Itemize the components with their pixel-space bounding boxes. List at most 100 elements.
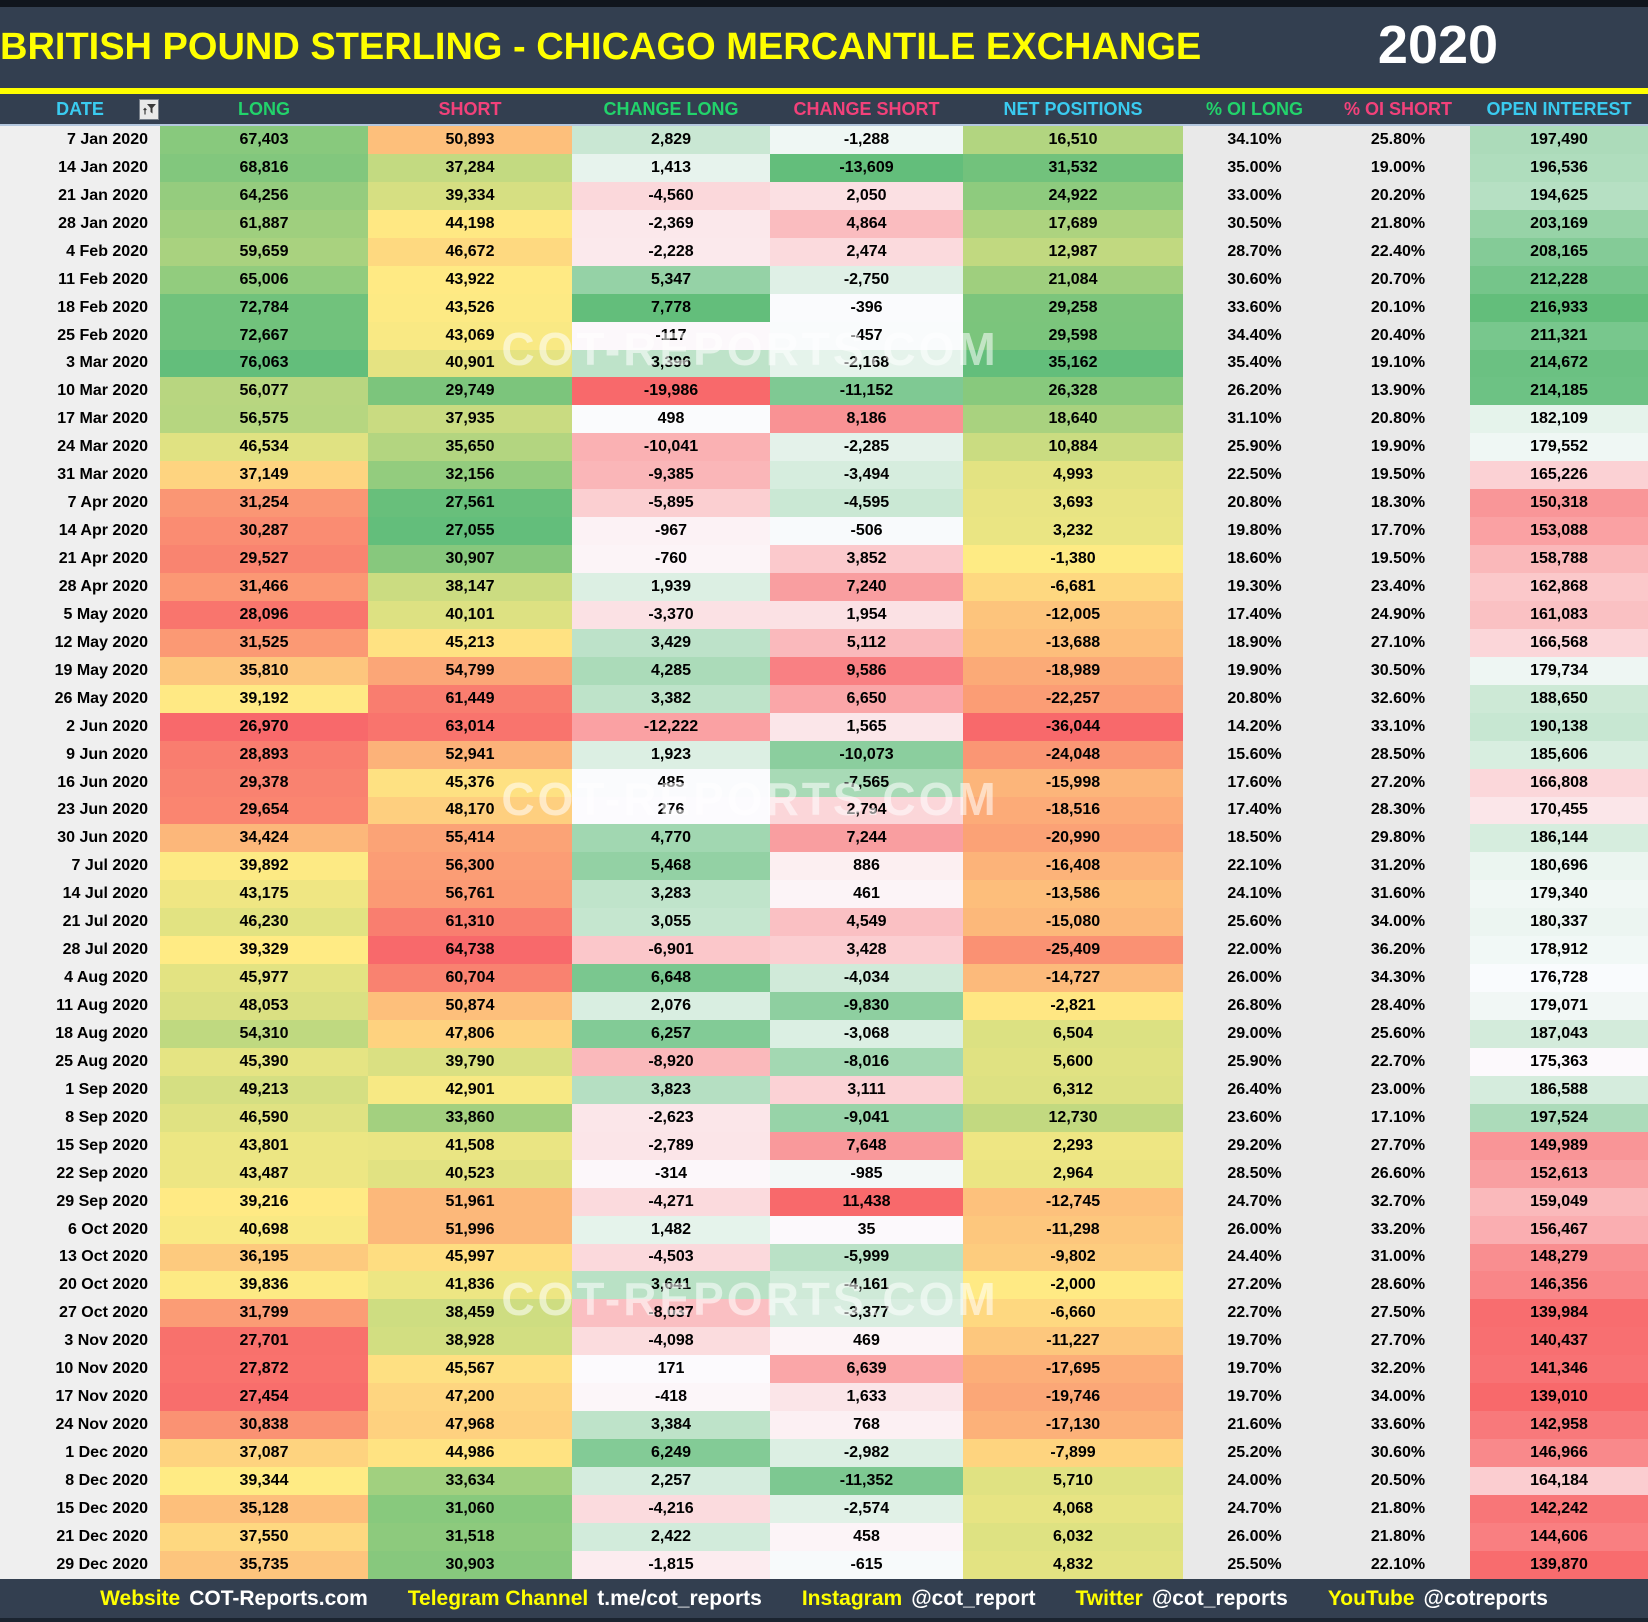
cell-pct-oi-long[interactable]: 19.70%	[1183, 1327, 1326, 1356]
cell-long[interactable]: 37,087	[160, 1439, 368, 1467]
cell-pct-oi-long[interactable]: 18.50%	[1183, 824, 1326, 853]
cell-pct-oi-long[interactable]: 19.30%	[1183, 573, 1326, 601]
cell-change-short[interactable]: 4,549	[770, 908, 963, 937]
cell-long[interactable]: 56,575	[160, 405, 368, 434]
cell-change-short[interactable]: -396	[770, 293, 963, 322]
cell-long[interactable]: 54,310	[160, 1020, 368, 1048]
cell-change-short[interactable]: -2,574	[770, 1494, 963, 1523]
cell-open-interest[interactable]: 179,071	[1470, 992, 1648, 1020]
cell-open-interest[interactable]: 194,625	[1470, 181, 1648, 210]
cell-net-positions[interactable]: -20,990	[963, 824, 1183, 853]
cell-pct-oi-short[interactable]: 29.80%	[1326, 824, 1470, 853]
cell-change-long[interactable]: 276	[572, 796, 770, 825]
cell-date[interactable]: 3 Nov 2020	[0, 1327, 160, 1356]
cell-short[interactable]: 32,156	[368, 461, 572, 490]
cell-net-positions[interactable]: -24,048	[963, 740, 1183, 769]
cell-change-long[interactable]: 3,382	[572, 684, 770, 713]
cell-open-interest[interactable]: 139,870	[1470, 1550, 1648, 1579]
cell-short[interactable]: 39,790	[368, 1047, 572, 1076]
cell-date[interactable]: 2 Jun 2020	[0, 712, 160, 741]
cell-change-long[interactable]: 3,283	[572, 880, 770, 909]
cell-pct-oi-short[interactable]: 17.70%	[1326, 517, 1470, 546]
cell-short[interactable]: 48,170	[368, 796, 572, 825]
cell-change-short[interactable]: 461	[770, 880, 963, 909]
cell-date[interactable]: 17 Mar 2020	[0, 405, 160, 434]
cell-long[interactable]: 27,701	[160, 1327, 368, 1356]
cell-date[interactable]: 6 Oct 2020	[0, 1215, 160, 1244]
cell-short[interactable]: 44,986	[368, 1439, 572, 1467]
cell-change-long[interactable]: -6,901	[572, 936, 770, 965]
cell-date[interactable]: 7 Apr 2020	[0, 489, 160, 518]
cell-short[interactable]: 38,459	[368, 1299, 572, 1328]
cell-change-short[interactable]: -2,750	[770, 265, 963, 294]
cell-short[interactable]: 54,799	[368, 656, 572, 685]
cell-pct-oi-short[interactable]: 25.80%	[1326, 126, 1470, 154]
cell-pct-oi-long[interactable]: 19.80%	[1183, 517, 1326, 546]
cell-short[interactable]: 33,634	[368, 1467, 572, 1495]
cell-change-long[interactable]: -760	[572, 545, 770, 573]
cell-change-short[interactable]: -13,609	[770, 153, 963, 182]
cell-pct-oi-long[interactable]: 19.70%	[1183, 1355, 1326, 1384]
cell-long[interactable]: 37,550	[160, 1522, 368, 1551]
cell-change-short[interactable]: -11,352	[770, 1467, 963, 1495]
cell-short[interactable]: 50,893	[368, 126, 572, 154]
cell-open-interest[interactable]: 187,043	[1470, 1020, 1648, 1048]
cell-net-positions[interactable]: 21,084	[963, 265, 1183, 294]
cell-date[interactable]: 26 May 2020	[0, 684, 160, 713]
cell-open-interest[interactable]: 216,933	[1470, 293, 1648, 322]
cell-change-long[interactable]: -9,385	[572, 461, 770, 490]
cell-long[interactable]: 35,735	[160, 1550, 368, 1579]
cell-pct-oi-long[interactable]: 22.70%	[1183, 1299, 1326, 1328]
cell-change-long[interactable]: -4,271	[572, 1187, 770, 1216]
cell-short[interactable]: 45,376	[368, 768, 572, 797]
cell-change-short[interactable]: -615	[770, 1550, 963, 1579]
cell-date[interactable]: 21 Dec 2020	[0, 1522, 160, 1551]
cell-pct-oi-long[interactable]: 31.10%	[1183, 405, 1326, 434]
cell-pct-oi-long[interactable]: 21.60%	[1183, 1411, 1326, 1440]
cell-pct-oi-short[interactable]: 32.60%	[1326, 684, 1470, 713]
cell-long[interactable]: 29,654	[160, 796, 368, 825]
cell-pct-oi-long[interactable]: 17.40%	[1183, 796, 1326, 825]
cell-change-long[interactable]: 6,648	[572, 964, 770, 993]
cell-net-positions[interactable]: 4,832	[963, 1550, 1183, 1579]
cell-long[interactable]: 65,006	[160, 265, 368, 294]
cell-long[interactable]: 49,213	[160, 1075, 368, 1104]
cell-pct-oi-long[interactable]: 19.70%	[1183, 1383, 1326, 1412]
cell-change-long[interactable]: 485	[572, 768, 770, 797]
cell-change-short[interactable]: -457	[770, 321, 963, 350]
cell-pct-oi-short[interactable]: 27.20%	[1326, 768, 1470, 797]
cell-pct-oi-long[interactable]: 24.70%	[1183, 1187, 1326, 1216]
cell-long[interactable]: 28,096	[160, 600, 368, 629]
cell-pct-oi-short[interactable]: 22.10%	[1326, 1550, 1470, 1579]
cell-net-positions[interactable]: 6,312	[963, 1075, 1183, 1104]
cell-net-positions[interactable]: 26,328	[963, 377, 1183, 406]
cell-pct-oi-short[interactable]: 20.20%	[1326, 181, 1470, 210]
cell-long[interactable]: 48,053	[160, 992, 368, 1020]
cell-long[interactable]: 39,836	[160, 1271, 368, 1300]
cell-open-interest[interactable]: 142,242	[1470, 1494, 1648, 1523]
cell-change-short[interactable]: -4,161	[770, 1271, 963, 1300]
cell-long[interactable]: 39,216	[160, 1187, 368, 1216]
cell-pct-oi-short[interactable]: 20.10%	[1326, 293, 1470, 322]
cell-net-positions[interactable]: 29,598	[963, 321, 1183, 350]
cell-change-short[interactable]: 11,438	[770, 1187, 963, 1216]
cell-date[interactable]: 14 Jan 2020	[0, 153, 160, 182]
cell-change-short[interactable]: 4,864	[770, 209, 963, 238]
cell-change-long[interactable]: 498	[572, 405, 770, 434]
cell-long[interactable]: 46,534	[160, 433, 368, 462]
cell-pct-oi-short[interactable]: 20.50%	[1326, 1467, 1470, 1495]
cell-net-positions[interactable]: -9,802	[963, 1243, 1183, 1272]
cell-pct-oi-short[interactable]: 24.90%	[1326, 600, 1470, 629]
cell-change-long[interactable]: 3,823	[572, 1075, 770, 1104]
cell-change-short[interactable]: 1,954	[770, 600, 963, 629]
cell-short[interactable]: 31,518	[368, 1522, 572, 1551]
cell-change-long[interactable]: -8,037	[572, 1299, 770, 1328]
cell-date[interactable]: 4 Feb 2020	[0, 237, 160, 266]
cell-long[interactable]: 43,487	[160, 1159, 368, 1188]
cell-change-long[interactable]: 171	[572, 1355, 770, 1384]
cell-change-short[interactable]: -506	[770, 517, 963, 546]
cell-pct-oi-short[interactable]: 32.20%	[1326, 1355, 1470, 1384]
cell-net-positions[interactable]: 3,232	[963, 517, 1183, 546]
cell-date[interactable]: 7 Jan 2020	[0, 126, 160, 154]
cell-change-short[interactable]: 1,565	[770, 712, 963, 741]
